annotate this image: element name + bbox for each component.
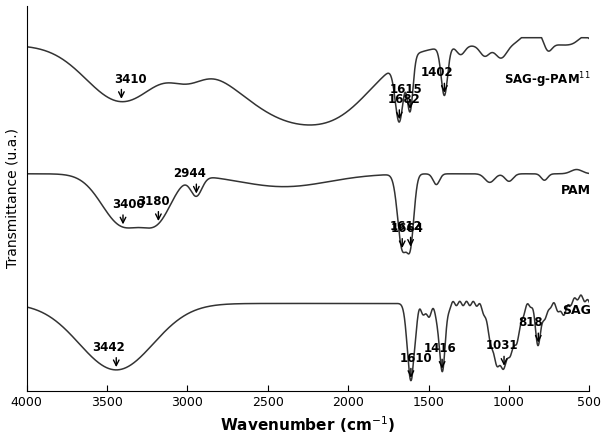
Text: 3442: 3442 xyxy=(92,341,124,354)
Text: 818: 818 xyxy=(519,316,543,329)
Text: SAG-g-PAM$^{11}$: SAG-g-PAM$^{11}$ xyxy=(504,71,591,90)
Text: SAG: SAG xyxy=(562,304,591,318)
Text: 1612: 1612 xyxy=(390,220,422,233)
Text: 1682: 1682 xyxy=(388,93,421,106)
Text: 1610: 1610 xyxy=(399,351,432,365)
Text: 2944: 2944 xyxy=(172,167,206,180)
X-axis label: Wavenumber (cm$^{-1}$): Wavenumber (cm$^{-1}$) xyxy=(220,415,395,435)
Text: 3180: 3180 xyxy=(137,195,170,208)
Text: 1615: 1615 xyxy=(390,83,422,96)
Y-axis label: Transmittance (u.a.): Transmittance (u.a.) xyxy=(5,128,19,269)
Text: 1402: 1402 xyxy=(421,67,453,79)
Text: 1416: 1416 xyxy=(424,342,457,355)
Text: 1031: 1031 xyxy=(486,340,518,352)
Text: 3410: 3410 xyxy=(114,73,146,86)
Text: PAM: PAM xyxy=(561,184,591,198)
Text: 1664: 1664 xyxy=(391,222,424,235)
Text: 3400: 3400 xyxy=(112,198,145,211)
